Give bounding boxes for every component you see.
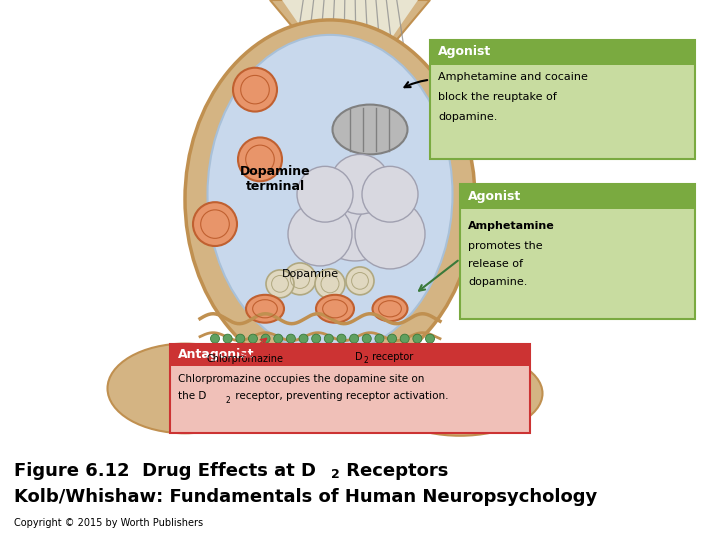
Ellipse shape — [107, 343, 263, 433]
Text: promotes the: promotes the — [468, 241, 543, 251]
Circle shape — [355, 199, 425, 269]
Text: 2: 2 — [226, 396, 230, 406]
Circle shape — [375, 334, 384, 343]
Circle shape — [387, 334, 397, 343]
Text: Copyright © 2015 by Worth Publishers: Copyright © 2015 by Worth Publishers — [14, 518, 203, 528]
Ellipse shape — [316, 295, 354, 323]
Circle shape — [299, 334, 308, 343]
FancyBboxPatch shape — [430, 40, 695, 159]
Circle shape — [235, 334, 245, 343]
Text: Agonist: Agonist — [468, 190, 521, 202]
Text: Receptors: Receptors — [340, 462, 449, 480]
Text: Agonist: Agonist — [438, 45, 491, 58]
Circle shape — [210, 334, 220, 343]
Circle shape — [313, 177, 397, 261]
Circle shape — [346, 267, 374, 295]
Circle shape — [266, 270, 294, 298]
Text: 2: 2 — [363, 356, 368, 365]
Text: the D: the D — [178, 392, 207, 401]
Circle shape — [288, 202, 352, 266]
Text: 2: 2 — [331, 468, 340, 481]
Circle shape — [426, 334, 434, 343]
Circle shape — [315, 269, 345, 299]
Text: Amphetamine: Amphetamine — [468, 221, 554, 231]
Ellipse shape — [185, 20, 475, 379]
Ellipse shape — [246, 295, 284, 323]
Circle shape — [350, 334, 359, 343]
Circle shape — [238, 138, 282, 181]
Circle shape — [287, 334, 295, 343]
Text: release of: release of — [468, 259, 523, 269]
FancyBboxPatch shape — [170, 343, 530, 366]
Text: receptor, preventing receptor activation.: receptor, preventing receptor activation… — [232, 392, 449, 401]
Circle shape — [337, 334, 346, 343]
Text: Dopamine
terminal: Dopamine terminal — [240, 165, 310, 193]
Circle shape — [324, 334, 333, 343]
Circle shape — [248, 334, 258, 343]
Text: dopamine.: dopamine. — [468, 277, 527, 287]
Circle shape — [297, 166, 353, 222]
Ellipse shape — [372, 296, 408, 321]
Text: dopamine.: dopamine. — [438, 112, 498, 122]
Circle shape — [330, 154, 390, 214]
Text: Dopamine: Dopamine — [282, 269, 338, 279]
Ellipse shape — [333, 105, 408, 154]
Circle shape — [312, 334, 320, 343]
Circle shape — [362, 166, 418, 222]
Ellipse shape — [377, 351, 542, 436]
Circle shape — [261, 334, 270, 343]
Polygon shape — [270, 0, 430, 60]
Text: Kolb/Whishaw: Fundamentals of Human Neuropsychology: Kolb/Whishaw: Fundamentals of Human Neur… — [14, 488, 598, 506]
Circle shape — [274, 334, 283, 343]
Circle shape — [223, 334, 232, 343]
Polygon shape — [282, 0, 418, 58]
FancyBboxPatch shape — [460, 184, 695, 319]
Text: Chlorpromazine occupies the dopamine site on: Chlorpromazine occupies the dopamine sit… — [178, 374, 424, 383]
Text: D: D — [355, 352, 363, 362]
Circle shape — [193, 202, 237, 246]
Text: block the reuptake of: block the reuptake of — [438, 92, 557, 102]
Text: Chlorpromazine: Chlorpromazine — [207, 354, 284, 363]
Circle shape — [413, 334, 422, 343]
Ellipse shape — [207, 35, 452, 354]
Circle shape — [400, 334, 409, 343]
Text: Antagonist: Antagonist — [178, 348, 254, 361]
FancyBboxPatch shape — [170, 343, 530, 433]
Circle shape — [233, 68, 277, 112]
Text: Figure 6.12  Drug Effects at D: Figure 6.12 Drug Effects at D — [14, 462, 316, 480]
FancyBboxPatch shape — [430, 40, 695, 65]
FancyBboxPatch shape — [460, 184, 695, 209]
Text: Amphetamine and cocaine: Amphetamine and cocaine — [438, 72, 588, 82]
Circle shape — [284, 263, 316, 295]
Text: receptor: receptor — [369, 352, 413, 362]
Circle shape — [362, 334, 372, 343]
